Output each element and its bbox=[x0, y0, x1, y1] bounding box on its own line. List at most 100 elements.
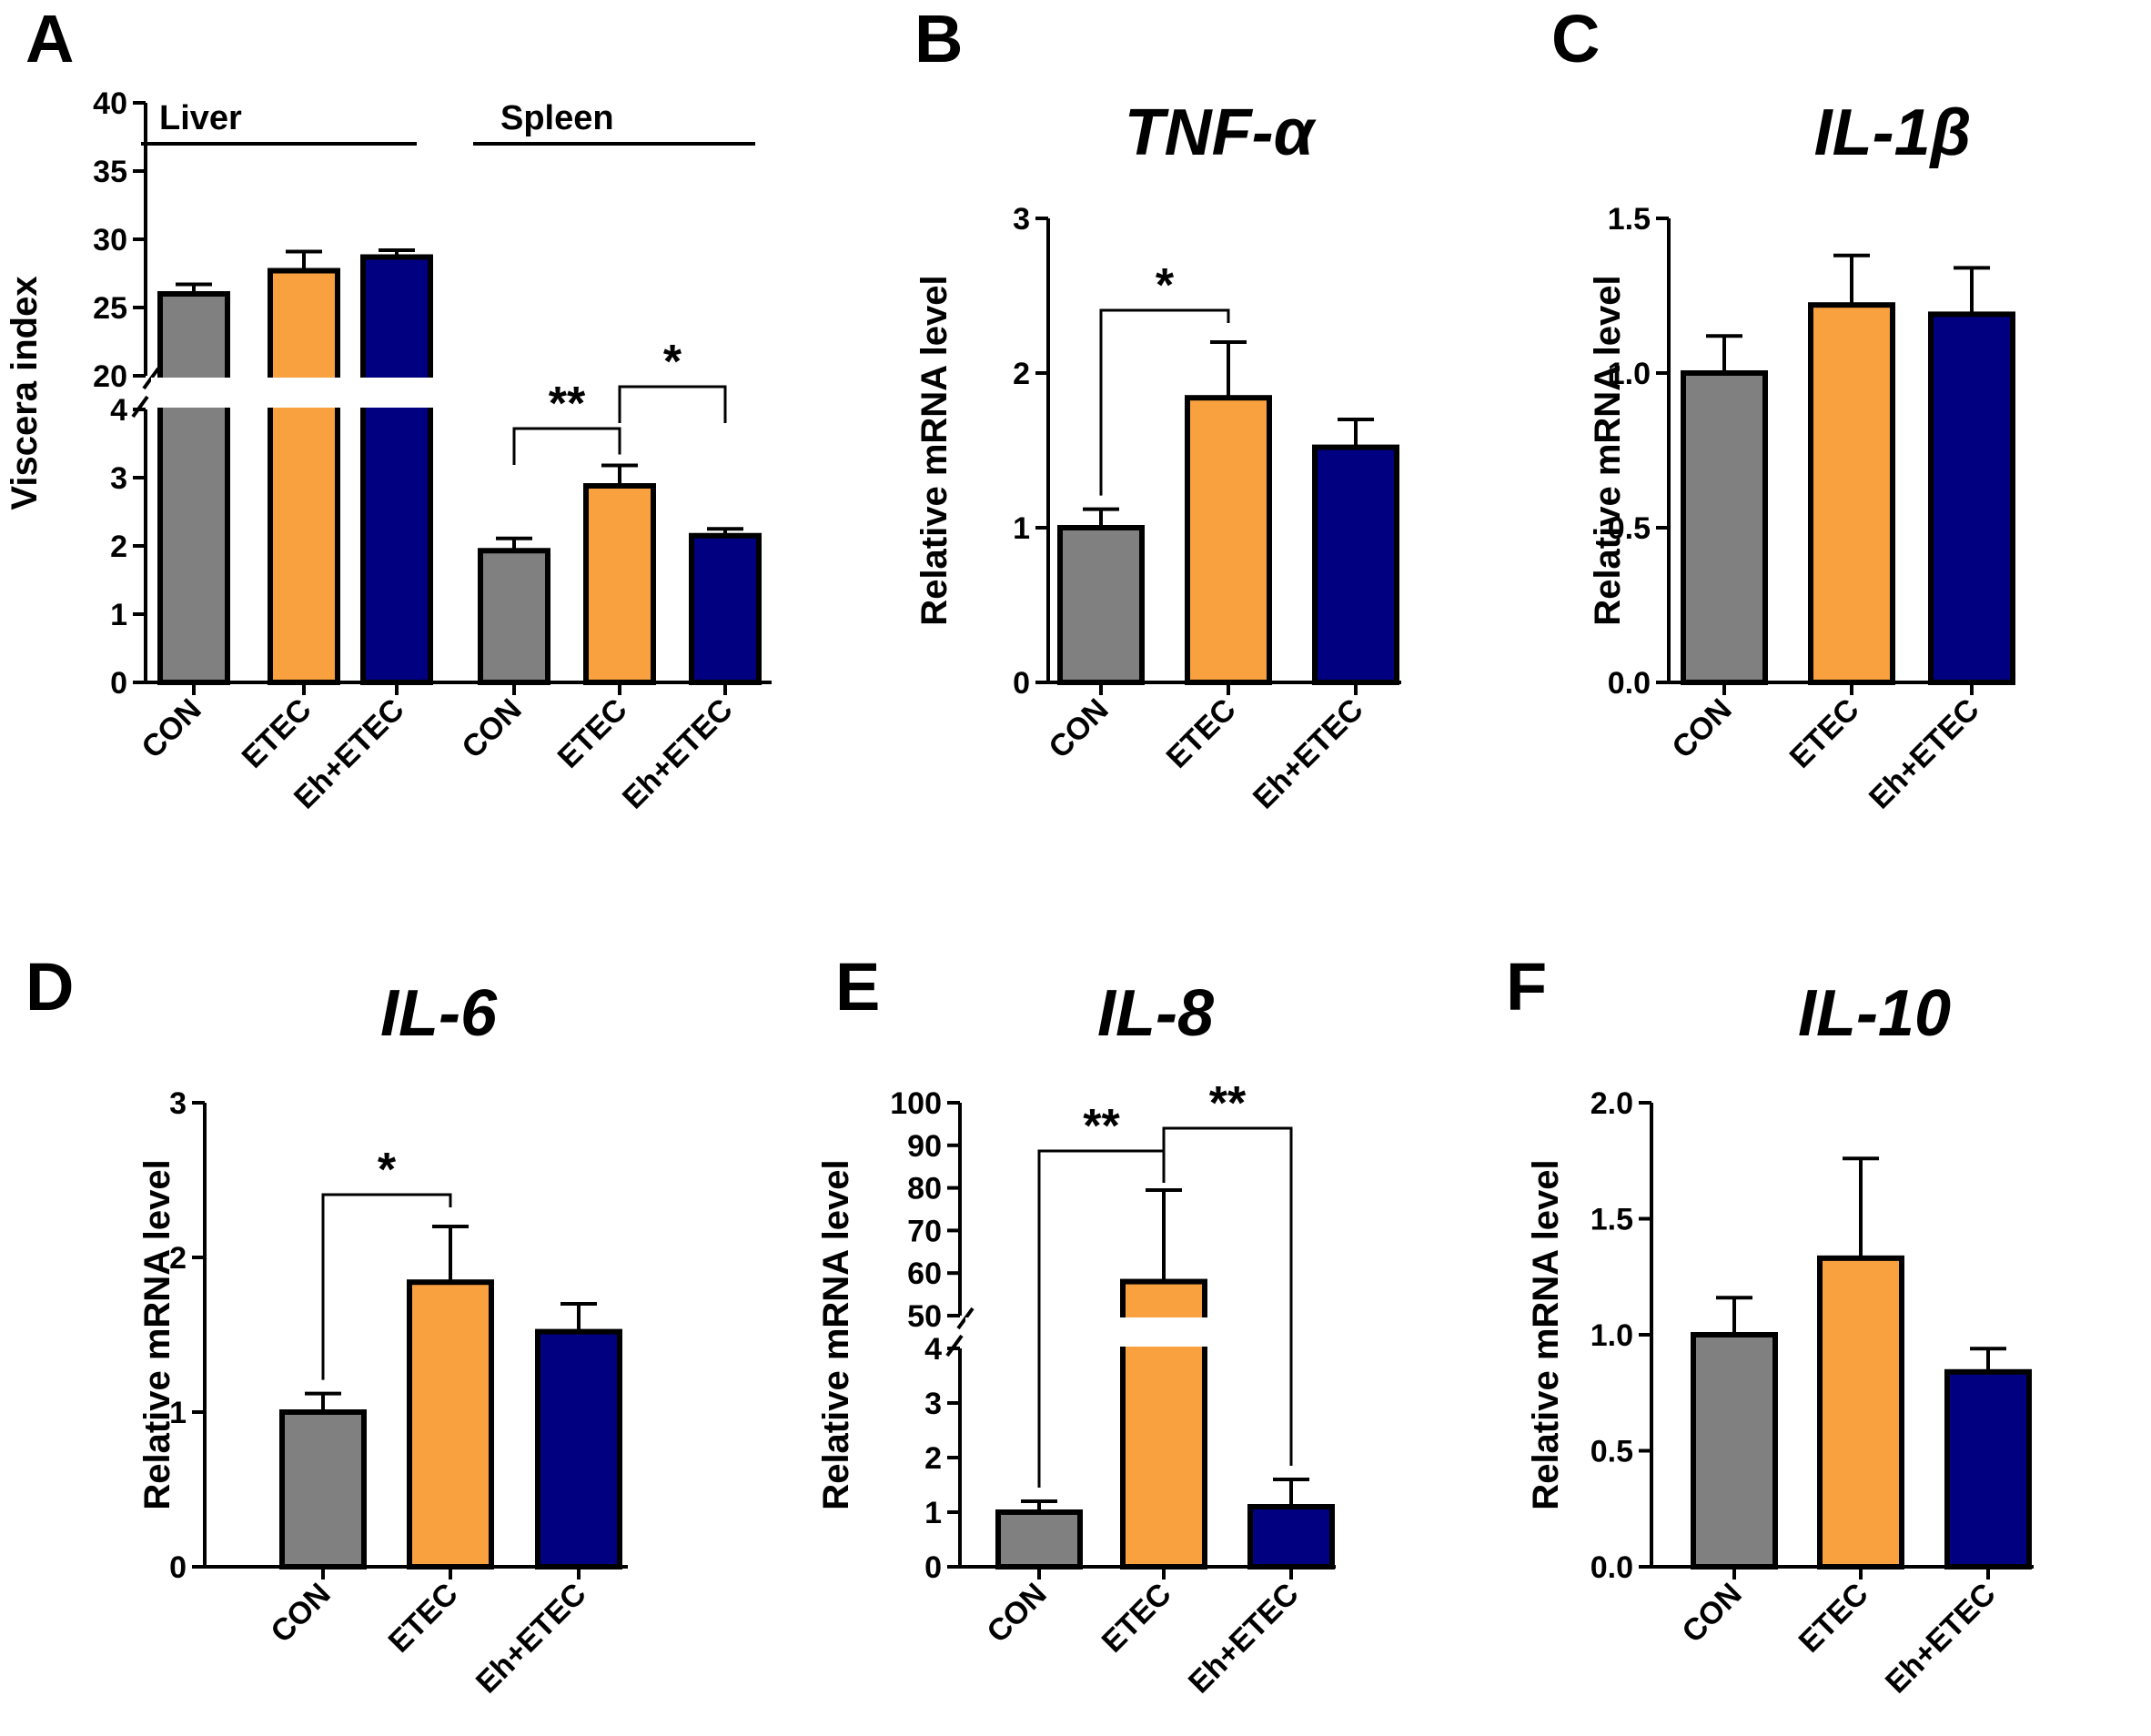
y-tick-label: 100 bbox=[890, 1086, 942, 1121]
y-tick-label: 35 bbox=[93, 155, 127, 189]
bar-etec bbox=[583, 483, 656, 685]
y-tick-label: 1 bbox=[110, 598, 127, 632]
y-tick-label: 2 bbox=[924, 1441, 942, 1476]
y-tick-label: 3 bbox=[1013, 202, 1030, 237]
x-tick-label: Eh+ETEC bbox=[1879, 1577, 2003, 1701]
x-tick-label: Eh+ETEC bbox=[1247, 692, 1370, 816]
bar-eh-etec bbox=[1312, 444, 1399, 685]
panel-letter-f: F bbox=[1506, 949, 1547, 1024]
significance-label: ** bbox=[549, 378, 586, 430]
panel-letter-d: D bbox=[25, 949, 74, 1024]
x-tick-label: ETEC bbox=[1783, 692, 1866, 775]
chart-title: TNF-α bbox=[1125, 96, 1318, 169]
y-tick-label: 40 bbox=[93, 86, 127, 121]
significance-bracket bbox=[1099, 308, 1230, 496]
x-tick-label: CON bbox=[980, 1577, 1053, 1650]
y-axis-label: Relative mRNA level bbox=[1526, 1159, 1566, 1509]
y-tick-label: 70 bbox=[907, 1214, 942, 1248]
y-tick-label: 1.0 bbox=[1591, 1318, 1633, 1353]
bar-etec bbox=[407, 1279, 494, 1569]
y-tick-label: 1.0 bbox=[1608, 357, 1651, 391]
x-tick-label: CON bbox=[264, 1577, 337, 1650]
bar-eh-etec bbox=[1247, 1504, 1335, 1569]
axis-break-gap bbox=[151, 378, 456, 408]
x-tick-label: CON bbox=[455, 692, 528, 765]
chart-title: IL-10 bbox=[1798, 977, 1951, 1050]
y-axis-label: Viscera index bbox=[5, 276, 45, 510]
group-label-liver: Liver bbox=[159, 99, 242, 137]
significance-label: * bbox=[1156, 259, 1175, 312]
chart-title: IL-8 bbox=[1097, 977, 1214, 1050]
y-tick-label: 1 bbox=[924, 1496, 942, 1530]
panel-letter-e: E bbox=[835, 949, 880, 1024]
x-tick-label: Eh+ETEC bbox=[470, 1577, 593, 1701]
y-tick-label: 0.0 bbox=[1608, 666, 1651, 701]
x-tick-label: ETEC bbox=[1160, 692, 1243, 775]
significance-label: * bbox=[663, 336, 682, 389]
bar-con bbox=[1057, 525, 1145, 685]
significance-label: ** bbox=[1083, 1100, 1120, 1153]
panel-letter-c: C bbox=[1551, 1, 1600, 76]
y-tick-label: 1.5 bbox=[1591, 1203, 1633, 1237]
y-tick-label: 0 bbox=[924, 1550, 942, 1585]
x-tick-label: ETEC bbox=[236, 692, 318, 775]
bar-etec bbox=[1185, 395, 1272, 685]
y-tick-label: 2.0 bbox=[1591, 1086, 1633, 1121]
panel-b: 0 1 2 3 Relative mRNA level TNF-α CON ETEC Eh+ET… bbox=[914, 96, 1401, 816]
bar-con bbox=[995, 1509, 1083, 1569]
y-tick-label: 3 bbox=[110, 461, 127, 496]
x-tick-label: Eh+ETEC bbox=[616, 692, 740, 816]
x-tick-label: CON bbox=[1042, 692, 1115, 765]
x-tick-label: Eh+ETEC bbox=[1182, 1577, 1306, 1701]
bar-con bbox=[279, 1409, 367, 1569]
y-tick-label: 30 bbox=[93, 223, 127, 257]
significance-bracket bbox=[512, 427, 621, 465]
bar-eh-etec bbox=[1928, 311, 2015, 685]
panel-letter-b: B bbox=[914, 1, 963, 76]
bar-eh-etec bbox=[1944, 1368, 2032, 1570]
bar-con bbox=[1681, 370, 1768, 685]
x-tick-label: CON bbox=[1675, 1577, 1748, 1650]
y-tick-label: 0.0 bbox=[1591, 1550, 1633, 1585]
y-tick-label: 90 bbox=[907, 1129, 942, 1164]
y-tick-label: 25 bbox=[93, 291, 127, 326]
significance-bracket bbox=[618, 385, 727, 423]
panel-letters: A B C D E F bbox=[25, 1, 1600, 1024]
y-axis-label: Relative mRNA level bbox=[1588, 275, 1628, 625]
x-tick-label: Eh+ETEC bbox=[1863, 692, 1986, 816]
y-tick-label: 2 bbox=[1013, 357, 1030, 391]
y-tick-label: 50 bbox=[907, 1299, 942, 1334]
y-tick-label: 3 bbox=[924, 1387, 942, 1421]
axis-break-mark bbox=[945, 1334, 964, 1358]
panel-e: 0 1 2 3 450 60 70 80 90 100 Relative mRNA level IL-… bbox=[816, 977, 1348, 1701]
significance-bracket bbox=[1037, 1149, 1166, 1488]
bar-con bbox=[157, 291, 230, 685]
bar-con bbox=[478, 548, 550, 685]
y-tick-label: 0 bbox=[110, 666, 127, 701]
bar-etec bbox=[1817, 1255, 1904, 1569]
y-tick-label: 0.5 bbox=[1608, 511, 1651, 546]
chart-title: IL-1β bbox=[1814, 96, 1972, 169]
panel-d: 0 1 2 3 Relative mRNA level IL-6 CON ETEC Eh+ETE… bbox=[137, 977, 628, 1701]
bar-etec bbox=[1808, 302, 1895, 685]
panel-c: 0.0 0.5 1.0 1.5 Relative mRNA level IL-1β CON E… bbox=[1588, 96, 2015, 816]
y-tick-label: 60 bbox=[907, 1257, 942, 1291]
significance-label: * bbox=[378, 1144, 397, 1196]
y-tick-label: 1 bbox=[1013, 511, 1030, 546]
y-tick-label: 80 bbox=[907, 1172, 942, 1206]
x-tick-label: ETEC bbox=[382, 1577, 465, 1660]
bar-etec bbox=[268, 267, 340, 685]
group-label-spleen: Spleen bbox=[500, 99, 614, 137]
x-tick-label: ETEC bbox=[551, 692, 634, 775]
y-axis-label: Relative mRNA level bbox=[914, 275, 954, 625]
y-tick-label: 1 bbox=[169, 1396, 187, 1430]
y-tick-label: 4 bbox=[110, 393, 127, 428]
bar-eh-etec bbox=[535, 1328, 622, 1569]
x-tick-label: CON bbox=[1665, 692, 1738, 765]
chart-title: IL-6 bbox=[380, 977, 498, 1050]
y-tick-label: 4 bbox=[924, 1332, 942, 1367]
significance-bracket bbox=[321, 1193, 452, 1380]
y-tick-label: 0 bbox=[1013, 666, 1030, 701]
bar-eh-etec bbox=[360, 254, 433, 685]
